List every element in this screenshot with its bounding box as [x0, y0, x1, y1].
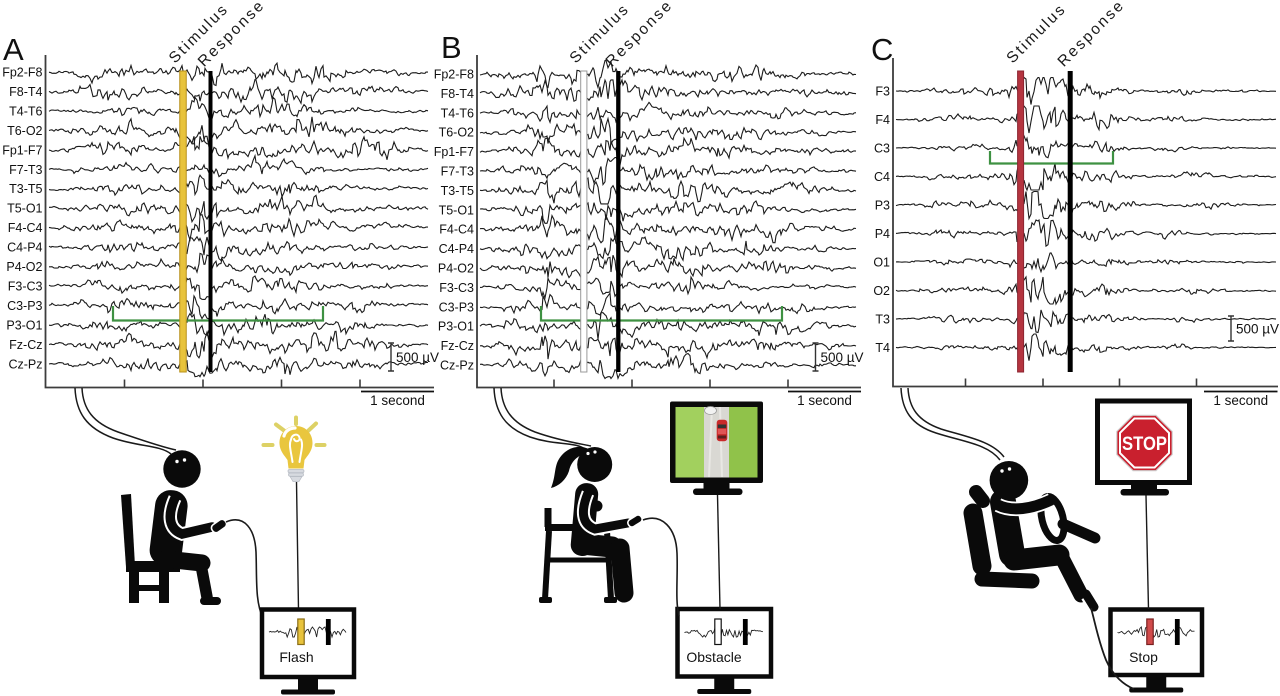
- svg-text:Flash: Flash: [279, 649, 313, 665]
- svg-text:1 second: 1 second: [370, 393, 425, 408]
- svg-text:F3: F3: [875, 85, 890, 99]
- svg-text:F7-T3: F7-T3: [441, 165, 474, 179]
- svg-text:F8-T4: F8-T4: [441, 87, 474, 101]
- svg-text:500 µV: 500 µV: [1236, 322, 1279, 337]
- svg-text:1 second: 1 second: [1213, 393, 1268, 408]
- svg-text:Fp1-F7: Fp1-F7: [2, 143, 42, 157]
- svg-text:T4-T6: T4-T6: [441, 106, 474, 120]
- svg-text:F4-C4: F4-C4: [439, 223, 474, 237]
- svg-text:P4-O2: P4-O2: [438, 262, 474, 276]
- svg-text:Fp1-F7: Fp1-F7: [434, 145, 474, 159]
- svg-text:C: C: [871, 32, 893, 67]
- svg-text:T5-O1: T5-O1: [7, 202, 42, 216]
- svg-text:P3: P3: [875, 199, 890, 213]
- svg-text:Cz-Pz: Cz-Pz: [440, 359, 474, 373]
- svg-text:F8-T4: F8-T4: [9, 85, 42, 99]
- svg-text:O1: O1: [873, 256, 890, 270]
- svg-text:C3: C3: [874, 142, 890, 156]
- svg-text:F4-C4: F4-C4: [8, 221, 43, 235]
- svg-text:F3-C3: F3-C3: [8, 279, 43, 293]
- svg-text:T4-T6: T4-T6: [9, 104, 42, 118]
- svg-text:Stop: Stop: [1129, 649, 1158, 665]
- svg-text:C3-P3: C3-P3: [439, 300, 474, 314]
- svg-text:O2: O2: [873, 284, 890, 298]
- svg-text:Fp2-F8: Fp2-F8: [434, 68, 474, 82]
- svg-text:Obstacle: Obstacle: [686, 649, 741, 665]
- svg-text:Fz-Cz: Fz-Cz: [9, 338, 42, 352]
- svg-text:F4: F4: [875, 113, 890, 127]
- svg-text:Fz-Cz: Fz-Cz: [441, 339, 474, 353]
- svg-text:C4: C4: [874, 170, 890, 184]
- svg-text:P3-O1: P3-O1: [6, 318, 42, 332]
- svg-text:Cz-Pz: Cz-Pz: [8, 357, 42, 371]
- svg-text:F7-T3: F7-T3: [9, 163, 42, 177]
- svg-text:1 second: 1 second: [797, 393, 852, 408]
- svg-text:C4-P4: C4-P4: [7, 241, 42, 255]
- svg-text:T6-O2: T6-O2: [7, 124, 42, 138]
- svg-text:500 µV: 500 µV: [396, 350, 439, 365]
- svg-text:F3-C3: F3-C3: [439, 281, 474, 295]
- svg-text:T4: T4: [875, 341, 890, 355]
- svg-text:P4-O2: P4-O2: [6, 260, 42, 274]
- svg-text:A: A: [3, 32, 24, 67]
- svg-text:T5-O1: T5-O1: [439, 203, 474, 217]
- svg-text:STOP: STOP: [1122, 434, 1167, 455]
- svg-text:T3-T5: T3-T5: [9, 182, 42, 196]
- svg-text:C3-P3: C3-P3: [7, 299, 42, 313]
- svg-text:B: B: [441, 30, 462, 65]
- svg-text:T6-O2: T6-O2: [439, 126, 474, 140]
- svg-text:C4-P4: C4-P4: [439, 242, 474, 256]
- svg-text:500 µV: 500 µV: [821, 350, 864, 365]
- svg-text:T3-T5: T3-T5: [441, 184, 474, 198]
- svg-text:P3-O1: P3-O1: [438, 320, 474, 334]
- svg-text:T3: T3: [875, 313, 890, 327]
- svg-text:Fp2-F8: Fp2-F8: [2, 66, 42, 80]
- svg-text:P4: P4: [875, 227, 890, 241]
